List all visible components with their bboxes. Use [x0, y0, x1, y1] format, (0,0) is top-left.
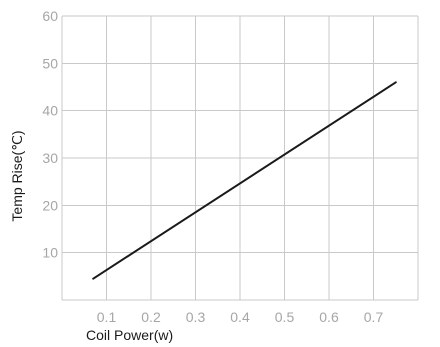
- y-tick-label: 30: [42, 150, 58, 166]
- y-tick-label: 50: [42, 55, 58, 71]
- x-axis-label: Coil Power(w): [86, 327, 173, 343]
- y-tick-label: 60: [42, 8, 58, 24]
- x-tick-label: 0.3: [186, 309, 206, 325]
- x-tick-label: 0.6: [319, 309, 339, 325]
- x-tick-label: 0.1: [97, 309, 117, 325]
- x-tick-label: 0.7: [364, 309, 384, 325]
- y-tick-label: 20: [42, 197, 58, 213]
- grid: [61, 15, 419, 301]
- series-line: [92, 81, 397, 280]
- x-tick-label: 0.4: [230, 309, 250, 325]
- x-tick-label: 0.5: [275, 309, 295, 325]
- y-tick-label: 10: [42, 245, 58, 261]
- series-layer: [92, 81, 397, 280]
- x-tick-label: 0.2: [141, 309, 161, 325]
- tick-labels: 0.1 0.2 0.3 0.4 0.5 0.6 0.7 10 20 30 40 50 60: [42, 8, 383, 325]
- y-axis-label: Temp Rise(℃): [9, 130, 25, 221]
- y-tick-label: 40: [42, 103, 58, 119]
